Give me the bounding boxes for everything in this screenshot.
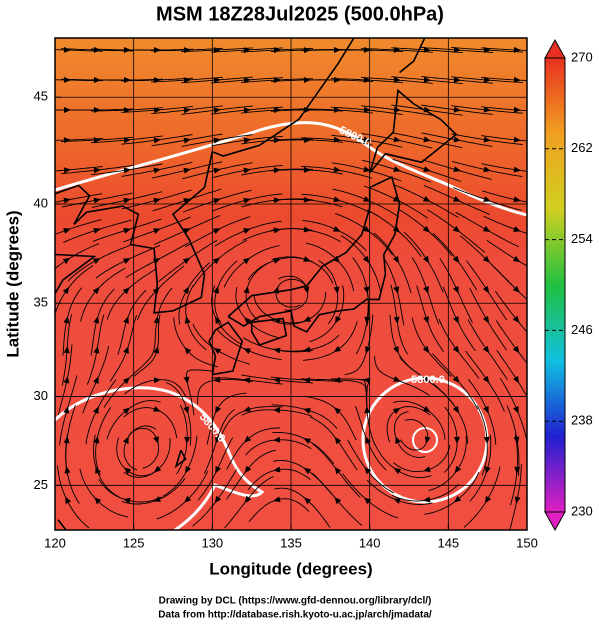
colorbar-tick-label: 246 [571, 322, 593, 337]
colorbar [545, 58, 565, 512]
colorbar-tick-label: 230 [571, 503, 593, 518]
colorbar-tick-label: 238 [571, 413, 593, 428]
y-tick-label: 25 [34, 477, 48, 492]
footer: Data from http://database.rish.kyoto-u.a… [158, 610, 432, 621]
colorbar-tick-label: 254 [571, 231, 593, 246]
contour-label: 5800.0 [411, 374, 445, 386]
colorbar-over [545, 40, 565, 58]
x-tick-label: 145 [437, 535, 459, 550]
x-tick-label: 135 [280, 535, 302, 550]
x-tick-label: 120 [44, 535, 66, 550]
x-tick-label: 150 [516, 535, 538, 550]
title: MSM 18Z28Jul2025 (500.0hPa) [156, 3, 444, 25]
colorbar-tick-label: 270 [571, 49, 593, 64]
y-tick-label: 30 [34, 388, 48, 403]
footer: Drawing by DCL (https://www.gfd-dennou.o… [159, 596, 432, 607]
y-axis-label: Latitude (degrees) [3, 210, 22, 357]
x-tick-label: 140 [359, 535, 381, 550]
x-tick-label: 130 [201, 535, 223, 550]
colorbar-tick-label: 262 [571, 140, 593, 155]
x-tick-label: 125 [123, 535, 145, 550]
y-tick-label: 45 [34, 89, 48, 104]
y-tick-label: 40 [34, 195, 48, 210]
x-axis-label: Longitude (degrees) [209, 559, 372, 578]
colorbar-under [545, 512, 565, 530]
y-tick-label: 35 [34, 295, 48, 310]
